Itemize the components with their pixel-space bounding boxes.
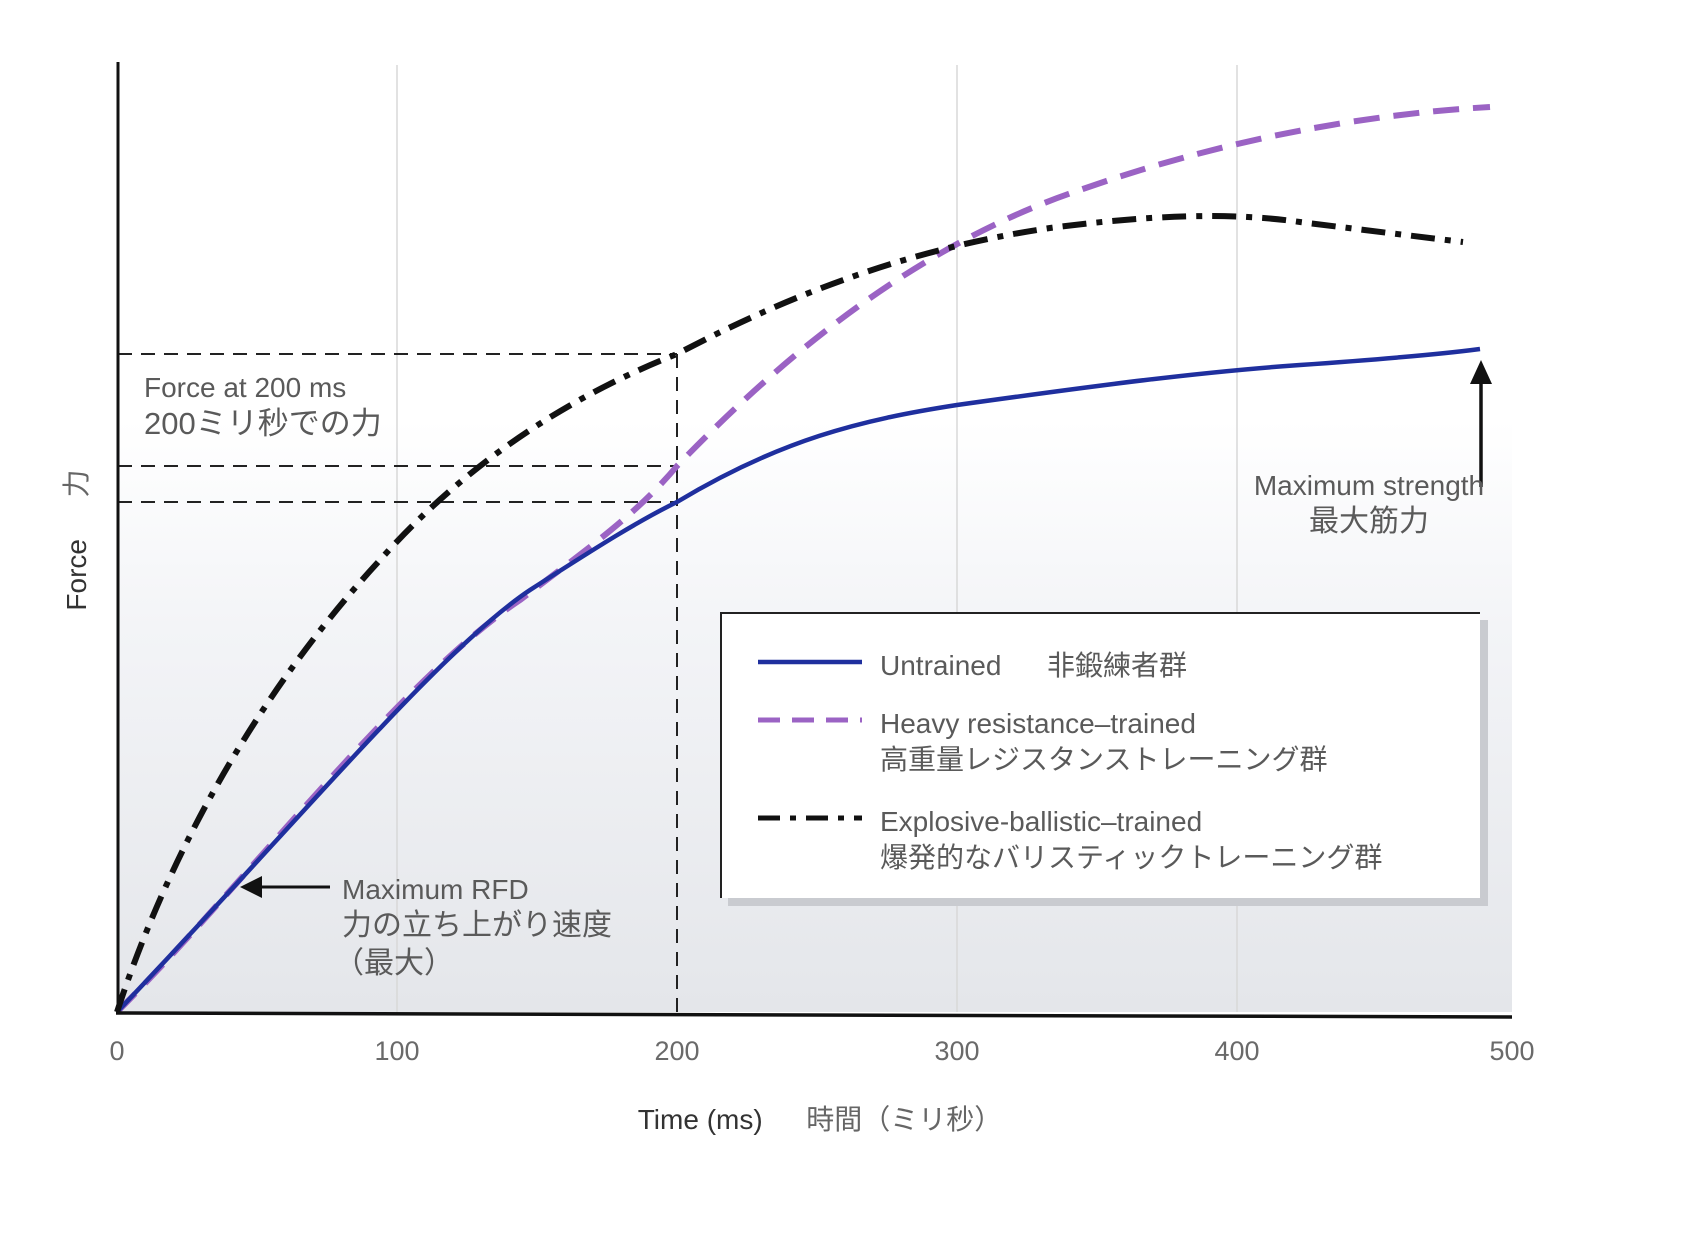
legend-label-untrained-ja: 非鍛練者群 (1046, 650, 1187, 681)
x-tick-100: 100 (374, 1036, 420, 1066)
legend-swatch-solid-icon (758, 659, 862, 665)
annotation-force-at-200ms: Force at 200 ms 200ミリ秒での力 (144, 370, 382, 444)
legend-swatch-dashed-icon (758, 717, 862, 723)
annotation-max-rfd-ja2: （最大） (334, 946, 454, 980)
legend-label-heavy-en: Heavy resistance–trained (880, 708, 1196, 739)
legend: Untrained 非鍛練者群 Heavy resistance–trained… (720, 612, 1480, 898)
x-axis-title-ja: 時間（ミリ秒） (806, 1104, 1003, 1135)
annotation-max-rfd: Maximum RFD 力の立ち上がり速度 （最大） (334, 872, 612, 982)
legend-swatch-dash-dot-icon (758, 815, 862, 821)
annotation-force-at-200ms-en: Force at 200 ms (144, 372, 347, 403)
y-axis-title: Force 力 (55, 469, 95, 610)
legend-label-explosive-en: Explosive-ballistic–trained (880, 806, 1203, 837)
legend-label-heavy-ja: 高重量レジスタンストレーニング群 (880, 744, 1328, 776)
x-tick-400: 400 (1214, 1036, 1260, 1066)
x-axis (115, 1011, 1513, 1019)
legend-label-untrained-en: Untrained (880, 650, 1002, 681)
series-untrained-curve (115, 346, 1481, 1014)
x-axis-title: Time (ms) 時間（ミリ秒） (638, 1098, 1003, 1138)
legend-label-explosive-ja: 爆発的なバリスティックトレーニング群 (880, 842, 1383, 874)
annotation-force-at-200ms-ja: 200ミリ秒での力 (144, 406, 382, 441)
annotation-max-rfd-ja: 力の立ち上がり速度 (342, 909, 612, 942)
x-tick-300: 300 (934, 1036, 980, 1066)
annotation-max-strength-en: Maximum strength (1253, 470, 1485, 501)
x-axis-title-en: Time (ms) (637, 1104, 763, 1135)
y-axis-title-en: Force (61, 539, 92, 611)
x-tick-0: 0 (109, 1036, 125, 1066)
x-tick-500: 500 (1489, 1036, 1535, 1066)
legend-item-untrained: Untrained 非鍛練者群 (758, 648, 1187, 684)
annotation-max-strength: Maximum strength 最大筋力 (1236, 468, 1502, 541)
legend-item-explosive-ballistic: Explosive-ballistic–trained 爆発的なバリスティックト… (758, 804, 1382, 877)
reference-lines-200ms (118, 353, 678, 1012)
max-rfd-arrow-icon (240, 876, 330, 898)
x-tick-200: 200 (654, 1036, 700, 1066)
annotation-max-rfd-en: Maximum RFD (342, 874, 529, 905)
max-strength-arrow-icon (1470, 360, 1492, 487)
legend-item-heavy-resistance: Heavy resistance–trained 高重量レジスタンストレーニング… (758, 706, 1327, 779)
annotation-max-strength-ja: 最大筋力 (1309, 505, 1429, 538)
series-explosive-ballistic-curve (114, 213, 1464, 1013)
y-axis-title-ja: 力 (61, 469, 92, 498)
series-heavy-resistance-curve (114, 104, 1491, 1015)
